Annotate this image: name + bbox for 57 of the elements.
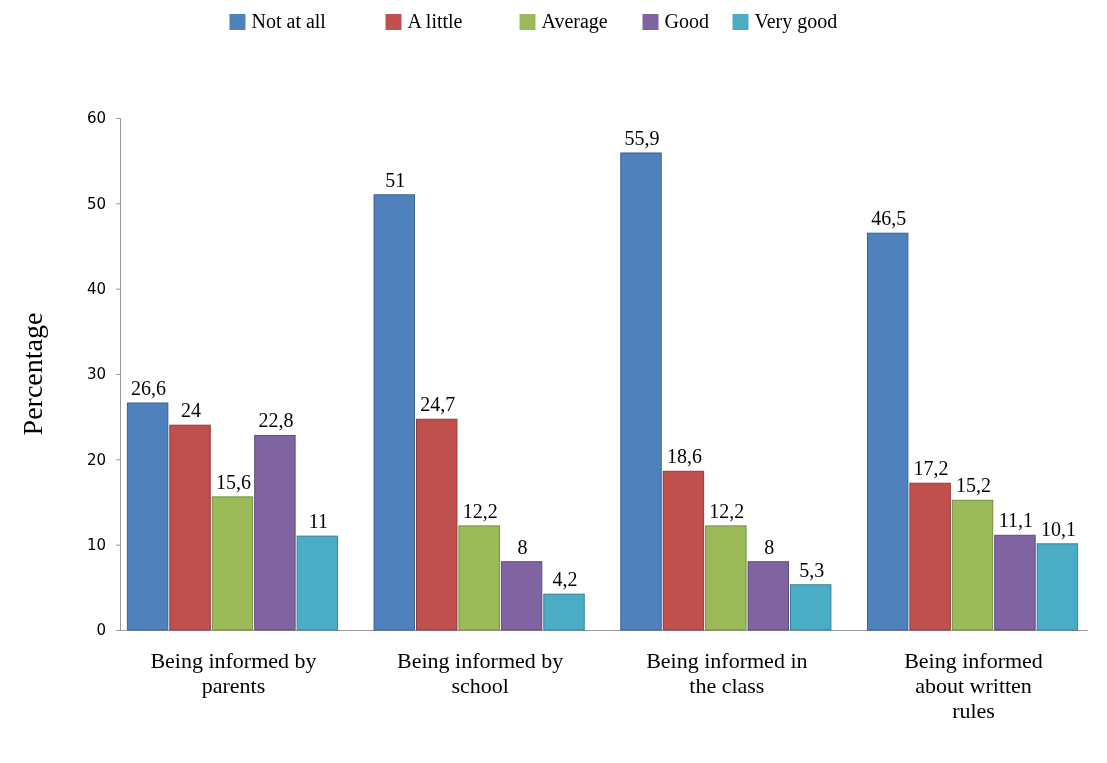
bar <box>620 152 662 631</box>
legend-label: Average <box>541 10 608 33</box>
bar <box>789 584 832 631</box>
y-tick-label: 10 <box>86 535 106 554</box>
data-label: 17,2 <box>913 457 949 480</box>
data-label: 10,1 <box>1040 517 1076 540</box>
x-tick-label: Being informed by parents <box>150 647 317 698</box>
data-label: 5,3 <box>799 558 825 581</box>
data-label: 12,2 <box>462 499 498 522</box>
data-label: 22,8 <box>258 409 294 432</box>
x-tick-label: Being informed in the class <box>646 647 808 698</box>
y-tick-label: 40 <box>86 279 106 298</box>
bar <box>543 593 585 631</box>
bar <box>951 499 994 631</box>
x-tick-label: Being informed by school <box>397 647 564 698</box>
data-label: 46,5 <box>871 207 907 230</box>
data-label: 11 <box>308 510 328 533</box>
bar <box>296 535 339 631</box>
y-tick-label: 60 <box>86 109 106 128</box>
data-label: 11,1 <box>998 509 1034 532</box>
bar <box>705 525 747 631</box>
legend-label: A little <box>407 10 463 32</box>
data-label: 8 <box>517 535 528 558</box>
y-tick-label: 0 <box>96 621 106 640</box>
data-label: 15,2 <box>956 474 992 497</box>
data-label: 24 <box>181 399 202 422</box>
bar <box>662 470 705 631</box>
bar <box>169 424 211 631</box>
y-axis-title: Percentage <box>17 312 48 436</box>
bar <box>416 418 458 631</box>
bar <box>373 194 416 631</box>
bar <box>747 561 789 631</box>
legend-label: Good <box>664 10 709 32</box>
data-label: 8 <box>764 535 775 558</box>
data-label: 24,7 <box>420 393 456 416</box>
bar <box>458 525 500 631</box>
bar <box>909 482 951 631</box>
legend-label: Not at all <box>251 10 327 32</box>
data-label: 51 <box>385 168 406 191</box>
legend-label: Very good <box>754 10 838 33</box>
data-label: 12,2 <box>709 499 745 522</box>
bar <box>866 232 909 631</box>
bar <box>254 434 296 631</box>
y-tick-label: 20 <box>86 450 106 469</box>
bar <box>994 534 1036 631</box>
bar <box>1036 543 1079 631</box>
data-label: 15,6 <box>215 470 251 493</box>
data-label: 55,9 <box>624 126 660 149</box>
x-tick-label: Being informed about written rules <box>904 647 1043 724</box>
bar <box>126 402 169 631</box>
data-label: 26,6 <box>131 377 167 400</box>
data-label: 18,6 <box>666 445 702 468</box>
y-tick-label: 30 <box>86 365 106 384</box>
bar <box>500 561 543 631</box>
y-tick-label: 50 <box>86 194 106 213</box>
data-label: 4,2 <box>552 568 578 591</box>
bar <box>211 496 254 631</box>
